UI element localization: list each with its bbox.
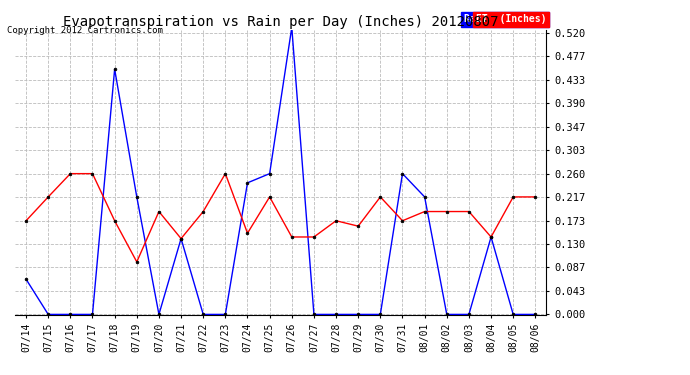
Text: Copyright 2012 Cartronics.com: Copyright 2012 Cartronics.com xyxy=(7,26,163,35)
Text: ET  (Inches): ET (Inches) xyxy=(476,15,546,24)
Title: Evapotranspiration vs Rain per Day (Inches) 20120807: Evapotranspiration vs Rain per Day (Inch… xyxy=(63,15,498,29)
Text: Rain  (Inches): Rain (Inches) xyxy=(464,14,546,24)
